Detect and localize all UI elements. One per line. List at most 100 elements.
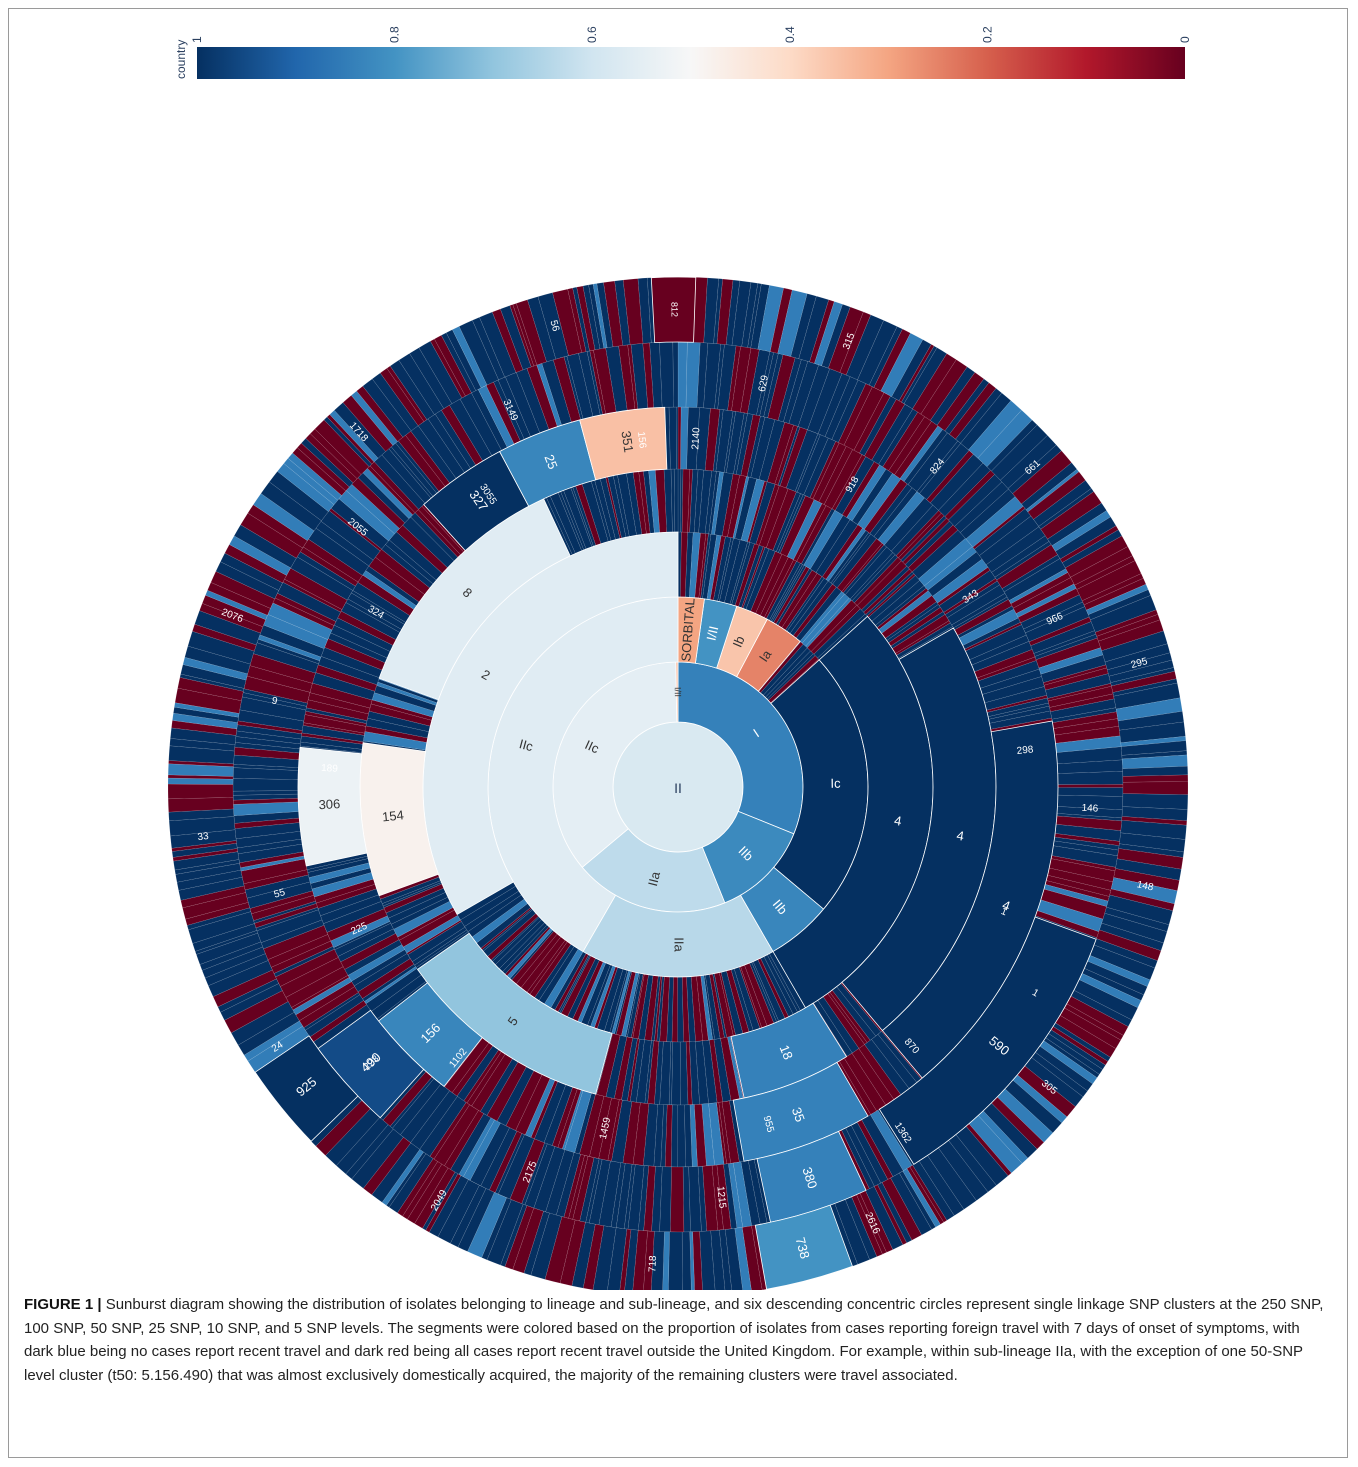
sunburst-segment — [650, 276, 697, 344]
cluster-segment — [801, 508, 836, 566]
cluster-segment — [303, 538, 363, 583]
cluster-segment — [908, 524, 959, 573]
cluster-segment — [1113, 868, 1180, 891]
cluster-segment — [704, 470, 717, 535]
cluster-segment — [777, 357, 802, 423]
colorbar-bar — [197, 47, 1185, 79]
cluster-segment — [763, 353, 784, 418]
cluster-segment — [297, 442, 350, 492]
cluster-segment — [615, 1163, 633, 1229]
cluster-segment — [884, 497, 934, 552]
cluster-segment — [1108, 659, 1174, 683]
cluster-segment — [246, 881, 313, 909]
cluster-segment — [407, 921, 466, 962]
cluster-segment — [263, 925, 328, 960]
cluster-segment — [345, 1124, 394, 1180]
cluster-segment — [968, 400, 1022, 459]
cluster-segment — [637, 277, 652, 344]
cluster-segment — [410, 1090, 458, 1150]
cluster-segment — [1015, 583, 1077, 618]
cluster-segment — [1057, 771, 1124, 785]
cluster-segment — [1034, 633, 1098, 660]
cluster-segment — [699, 1230, 716, 1290]
sunburst-segment — [579, 406, 668, 481]
cluster-segment — [1057, 784, 1124, 788]
cluster-segment — [936, 372, 985, 432]
cluster-segment — [903, 347, 947, 410]
cluster-segment — [632, 1230, 648, 1290]
cluster-segment — [853, 392, 891, 454]
cluster-segment — [172, 712, 238, 730]
cluster-segment — [524, 1143, 556, 1209]
cluster-segment — [991, 535, 1050, 578]
cluster-segment — [693, 469, 704, 533]
cluster-segment — [824, 376, 859, 440]
segment-label: IIc — [518, 736, 536, 754]
cluster-segment — [1062, 529, 1123, 569]
cluster-segment — [734, 476, 757, 541]
cluster-segment — [813, 608, 866, 659]
cluster-segment — [1003, 558, 1066, 601]
segment-label: 18 — [777, 1043, 796, 1062]
cluster-segment — [740, 414, 761, 477]
cluster-segment — [1121, 816, 1188, 826]
cluster-segment — [715, 409, 734, 473]
colorbar: 1 0.8 0.6 0.4 0.2 0 country — [174, 26, 1192, 79]
cluster-segment — [1076, 560, 1142, 601]
cluster-segment — [881, 1177, 922, 1241]
cluster-segment — [676, 406, 679, 470]
segment-label: 35 — [789, 1105, 808, 1124]
cluster-segment — [1117, 711, 1184, 731]
cluster-segment — [716, 1102, 727, 1165]
cluster-segment — [891, 339, 932, 401]
sunburst-rings — [168, 276, 1189, 1290]
cluster-segment — [671, 1041, 681, 1106]
colorbar-tick-label: 0.2 — [980, 26, 994, 43]
cluster-segment — [240, 512, 303, 559]
cluster-segment — [954, 481, 1009, 533]
cluster-segment — [202, 594, 266, 627]
cluster-segment — [220, 983, 283, 1021]
cluster-segment — [1121, 750, 1188, 760]
cluster-segment — [746, 415, 766, 478]
colorbar-title: country — [174, 40, 188, 79]
cluster-label: 955 — [761, 1115, 776, 1134]
cluster-segment — [619, 1228, 632, 1290]
cluster-segment — [1109, 888, 1175, 911]
cluster-segment — [523, 1211, 550, 1276]
center-label: II — [674, 780, 682, 796]
cluster-segment — [960, 392, 1012, 451]
cluster-segment — [796, 434, 829, 496]
cluster-segment — [171, 843, 238, 858]
cluster-segment — [955, 388, 1003, 444]
cluster-segment — [512, 303, 538, 367]
cluster-segment — [859, 395, 897, 457]
cluster-segment — [196, 932, 262, 965]
cluster-label: 56 — [548, 319, 562, 333]
cluster-segment — [308, 527, 370, 576]
cluster-segment — [1001, 554, 1061, 593]
cluster-segment — [605, 1035, 628, 1099]
cluster-segment — [854, 557, 902, 606]
cluster-segment — [326, 908, 388, 942]
cluster-segment — [596, 282, 614, 348]
sunburst-segment — [756, 1130, 867, 1223]
cluster-segment — [873, 328, 911, 392]
cluster-label: 1215 — [714, 1186, 727, 1210]
cluster-segment — [659, 1041, 671, 1106]
colorbar-tick-label: 0.8 — [388, 26, 402, 43]
cluster-segment — [912, 529, 966, 580]
cluster-segment — [1033, 480, 1092, 527]
cluster-segment — [672, 341, 679, 408]
cluster-segment — [674, 468, 679, 533]
cluster-segment — [182, 892, 249, 920]
segment-label: 738 — [793, 1236, 813, 1261]
cluster-segment — [834, 456, 875, 515]
sunburst-segment — [677, 596, 705, 664]
cluster-segment — [627, 1164, 645, 1231]
cluster-segment — [1049, 693, 1115, 712]
segment-label: I/II — [673, 687, 683, 697]
cluster-segment — [930, 366, 976, 426]
cluster-segment — [728, 1162, 743, 1229]
cluster-segment — [949, 382, 997, 440]
